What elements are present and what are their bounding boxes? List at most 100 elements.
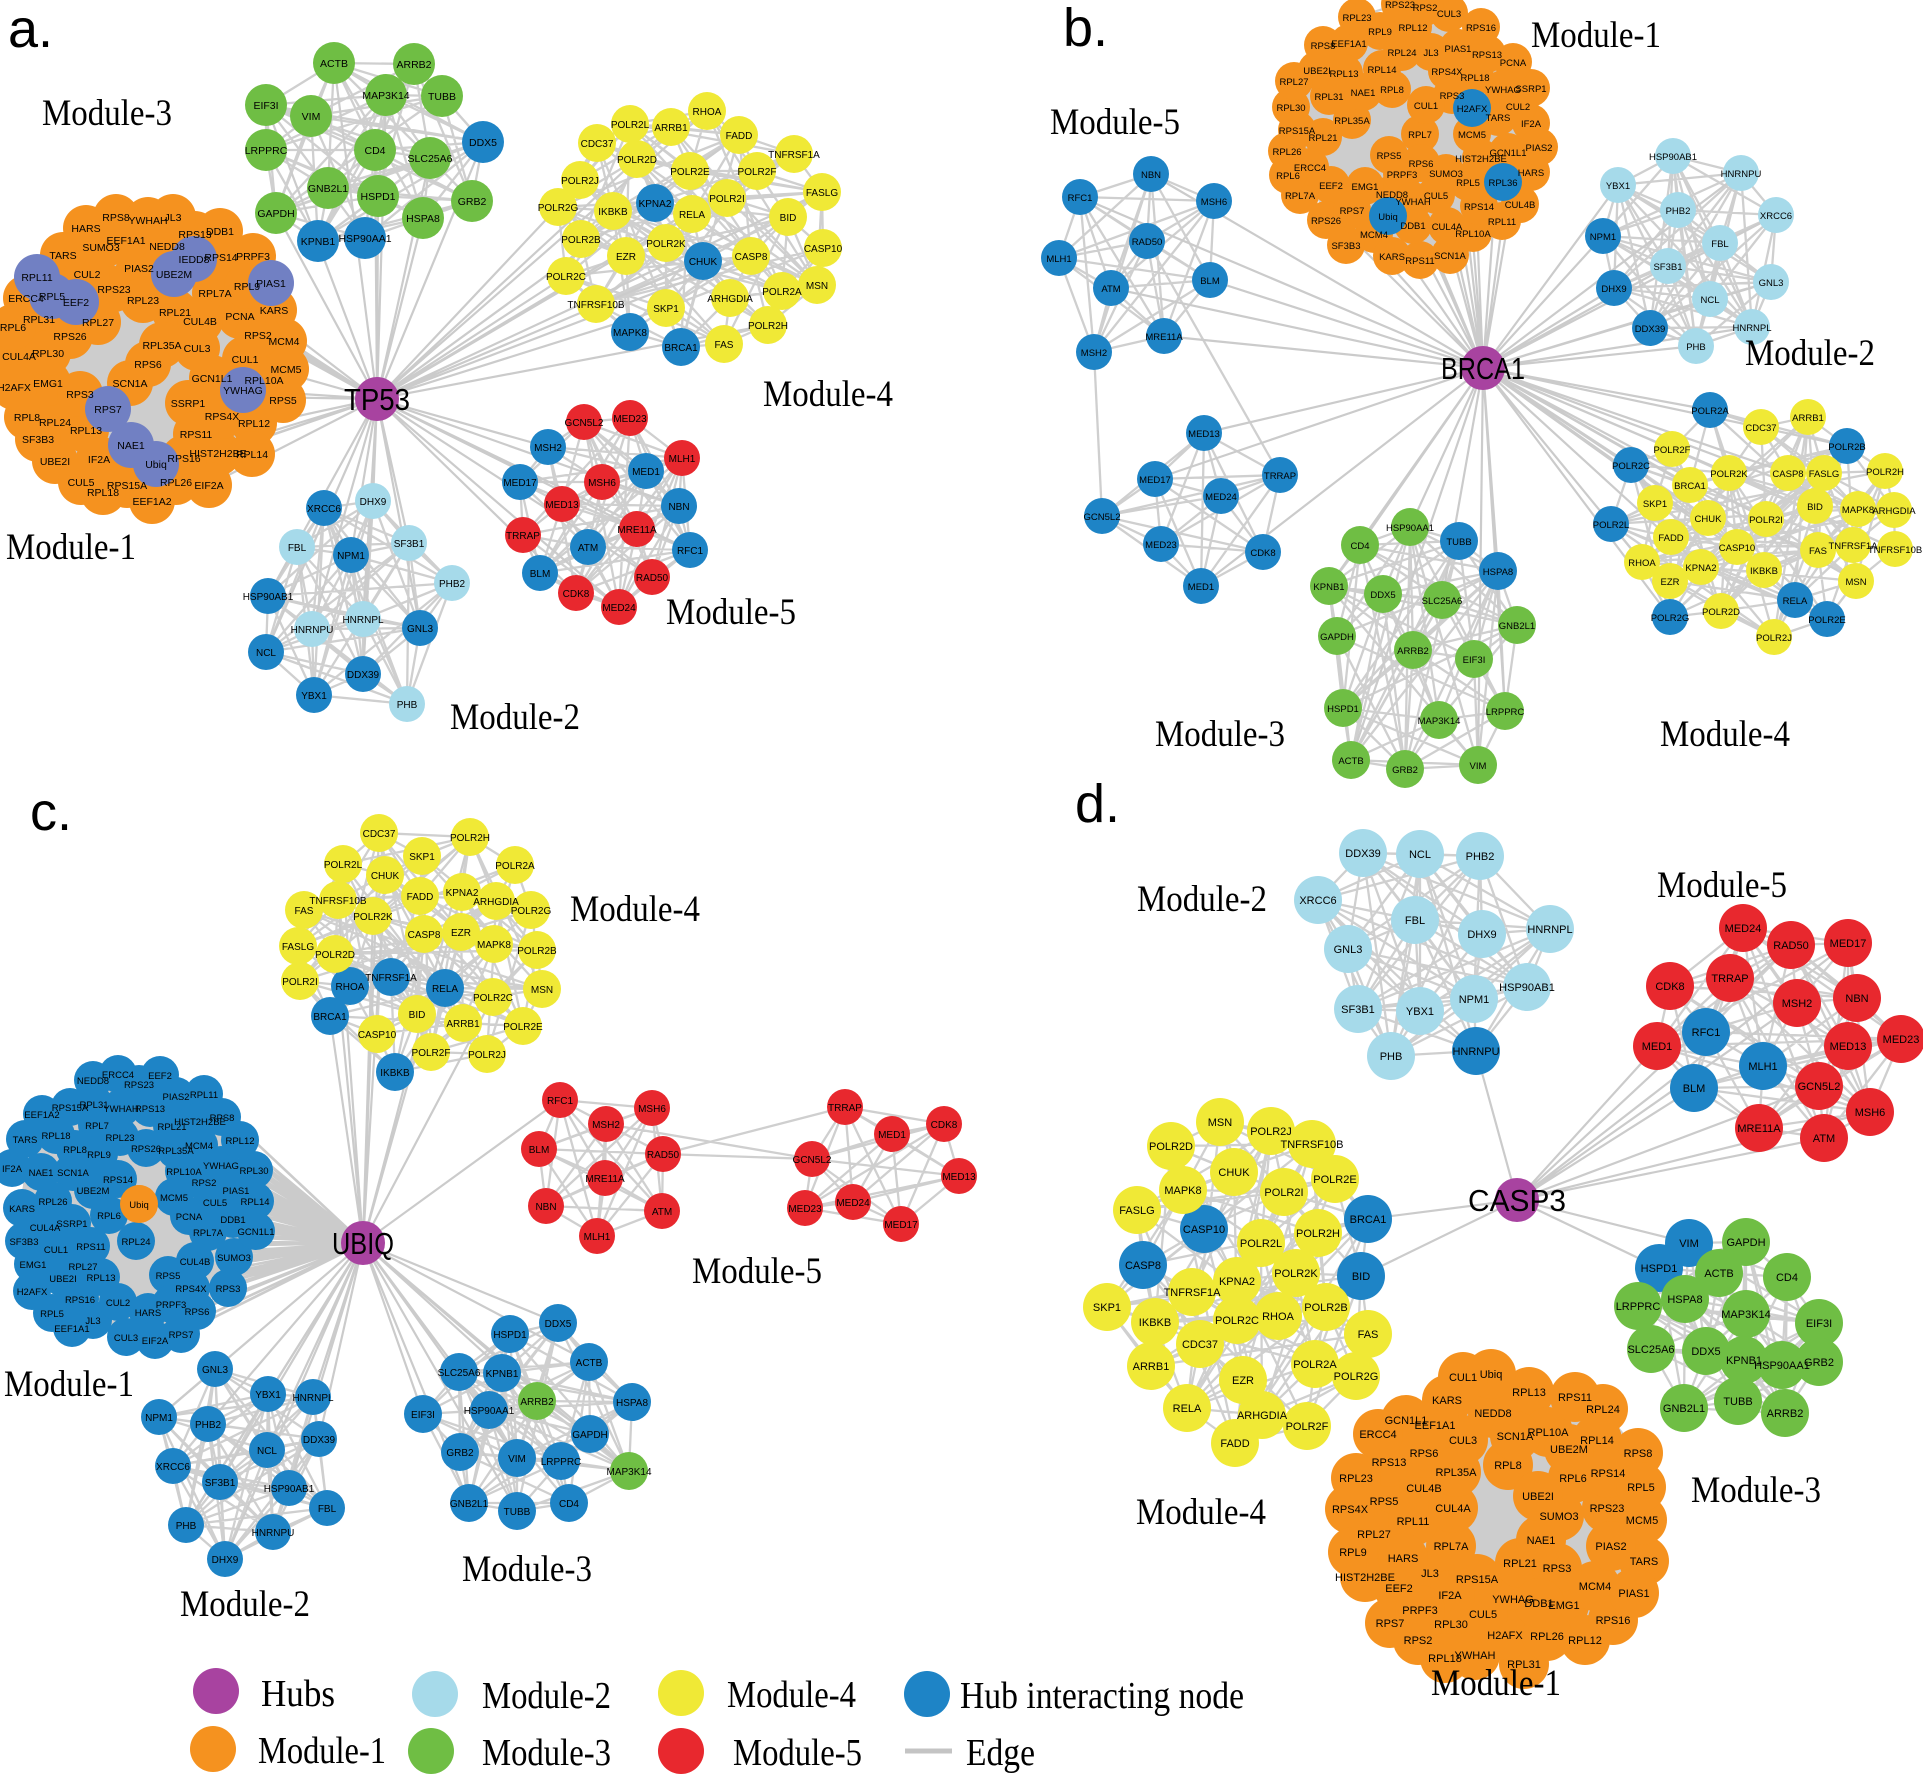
svg-text:CASP10: CASP10 xyxy=(358,1030,397,1041)
svg-text:RPL7A: RPL7A xyxy=(198,288,231,300)
svg-text:SUMO3: SUMO3 xyxy=(217,1253,251,1264)
svg-text:CUL1: CUL1 xyxy=(1414,101,1438,112)
svg-text:Module-1: Module-1 xyxy=(4,1364,134,1405)
svg-text:EEF2: EEF2 xyxy=(1385,1583,1413,1595)
svg-text:RPL24: RPL24 xyxy=(121,1237,150,1248)
svg-text:DDX5: DDX5 xyxy=(545,1319,572,1330)
svg-text:BID: BID xyxy=(409,1010,426,1021)
svg-text:RPS23: RPS23 xyxy=(97,284,130,296)
svg-text:GNB2L1: GNB2L1 xyxy=(1499,621,1535,632)
svg-text:DHX9: DHX9 xyxy=(1601,284,1626,295)
svg-text:HSPD1: HSPD1 xyxy=(360,191,395,203)
svg-text:TARS: TARS xyxy=(13,1135,38,1146)
svg-text:CDC37: CDC37 xyxy=(1182,1339,1218,1351)
svg-text:POLR2H: POLR2H xyxy=(1866,467,1904,478)
svg-text:DDB1: DDB1 xyxy=(220,1215,245,1226)
svg-text:RPL18: RPL18 xyxy=(1428,1653,1462,1665)
svg-text:RELA: RELA xyxy=(1173,1403,1202,1415)
svg-text:RPS15A: RPS15A xyxy=(107,480,147,492)
svg-text:HSPA8: HSPA8 xyxy=(406,213,440,225)
svg-text:POLR2B: POLR2B xyxy=(517,946,557,957)
svg-text:NPM1: NPM1 xyxy=(1590,232,1616,243)
svg-text:RPL10A: RPL10A xyxy=(1528,1427,1570,1439)
svg-text:POLR2D: POLR2D xyxy=(315,950,355,961)
svg-text:GNB2L1: GNB2L1 xyxy=(308,183,348,195)
svg-text:RPS16: RPS16 xyxy=(1466,23,1496,34)
svg-text:LRPPRC: LRPPRC xyxy=(541,1457,582,1468)
svg-text:MAP3K14: MAP3K14 xyxy=(606,1467,651,1478)
svg-text:LRPPRC: LRPPRC xyxy=(245,145,288,157)
svg-text:DDX5: DDX5 xyxy=(469,137,497,149)
svg-text:RPL27: RPL27 xyxy=(1357,1529,1391,1541)
svg-text:GCN5L2: GCN5L2 xyxy=(1798,1081,1841,1093)
svg-text:SCN1A: SCN1A xyxy=(1434,251,1466,262)
svg-text:RPL18: RPL18 xyxy=(87,487,119,499)
svg-text:RPS2: RPS2 xyxy=(244,330,272,342)
svg-text:SUMO3: SUMO3 xyxy=(1429,169,1463,180)
svg-text:NBN: NBN xyxy=(1141,170,1161,181)
svg-text:CUL3: CUL3 xyxy=(1449,1435,1477,1447)
svg-text:KPNA2: KPNA2 xyxy=(1685,563,1716,574)
svg-text:CHUK: CHUK xyxy=(689,257,718,268)
svg-text:RPS15A: RPS15A xyxy=(52,1103,89,1114)
svg-text:RPS3: RPS3 xyxy=(1440,91,1465,102)
svg-text:Module-5: Module-5 xyxy=(733,1732,862,1774)
svg-text:CUL1: CUL1 xyxy=(232,354,259,366)
svg-text:CDC37: CDC37 xyxy=(581,139,614,150)
svg-text:RPL27: RPL27 xyxy=(82,317,114,329)
svg-text:VIM: VIM xyxy=(302,111,321,123)
svg-text:UBE2I: UBE2I xyxy=(1522,1491,1554,1503)
svg-text:PHB: PHB xyxy=(397,700,418,711)
svg-text:RPL24: RPL24 xyxy=(39,417,71,429)
svg-text:Module-2: Module-2 xyxy=(482,1675,611,1717)
svg-text:Module-3: Module-3 xyxy=(1691,1470,1821,1511)
svg-text:TP53: TP53 xyxy=(344,382,410,417)
svg-text:JL3: JL3 xyxy=(165,212,182,224)
svg-text:RPS6: RPS6 xyxy=(1410,1448,1439,1460)
svg-text:DDX5: DDX5 xyxy=(1691,1346,1720,1358)
svg-text:MAP3K14: MAP3K14 xyxy=(1721,1309,1771,1321)
svg-text:POLR2J: POLR2J xyxy=(468,1050,506,1061)
svg-text:FAS: FAS xyxy=(295,906,314,917)
svg-text:RPS23: RPS23 xyxy=(1385,0,1415,11)
svg-text:RAD50: RAD50 xyxy=(636,573,669,584)
svg-text:Module-4: Module-4 xyxy=(763,374,893,415)
svg-text:KARS: KARS xyxy=(1432,1395,1462,1407)
svg-text:RPS15A: RPS15A xyxy=(1456,1574,1499,1586)
svg-text:MAP3K14: MAP3K14 xyxy=(362,90,409,102)
svg-text:FADD: FADD xyxy=(726,131,753,142)
svg-text:KPNB1: KPNB1 xyxy=(1726,1355,1762,1367)
svg-text:POLR2C: POLR2C xyxy=(546,272,586,283)
svg-text:MSN: MSN xyxy=(1208,1117,1233,1129)
svg-text:KPNB1: KPNB1 xyxy=(1313,582,1344,593)
svg-text:NEDD8: NEDD8 xyxy=(149,241,185,253)
svg-text:RPL14: RPL14 xyxy=(1580,1435,1614,1447)
svg-text:SF3B3: SF3B3 xyxy=(22,434,54,446)
svg-text:MAPK8: MAPK8 xyxy=(1842,505,1874,516)
svg-text:SF3B1: SF3B1 xyxy=(394,539,425,550)
svg-text:FADD: FADD xyxy=(1220,1438,1249,1450)
svg-text:CASP8: CASP8 xyxy=(408,930,441,941)
svg-text:GNB2L1: GNB2L1 xyxy=(1663,1403,1705,1415)
svg-text:SCN1A: SCN1A xyxy=(1497,1431,1534,1443)
svg-text:RPL14: RPL14 xyxy=(236,449,268,461)
svg-text:RPL23: RPL23 xyxy=(1339,1473,1373,1485)
svg-text:RAD50: RAD50 xyxy=(647,1150,680,1161)
svg-text:CUL4B: CUL4B xyxy=(180,1257,211,1268)
svg-text:HIST2H2BE: HIST2H2BE xyxy=(1335,1572,1395,1584)
svg-text:TNFRSF1A: TNFRSF1A xyxy=(768,150,820,161)
svg-text:POLR2H: POLR2H xyxy=(450,833,490,844)
svg-text:RELA: RELA xyxy=(432,984,458,995)
svg-text:Module-1: Module-1 xyxy=(6,527,136,568)
svg-text:ARHGDIA: ARHGDIA xyxy=(1872,506,1916,517)
svg-text:NEDD8: NEDD8 xyxy=(1376,190,1408,201)
svg-text:MCM4: MCM4 xyxy=(1579,1581,1611,1593)
svg-text:MSH6: MSH6 xyxy=(638,1104,666,1115)
svg-text:PIAS2: PIAS2 xyxy=(163,1092,190,1103)
svg-text:HSP90AB1: HSP90AB1 xyxy=(243,592,294,603)
svg-text:CUL5: CUL5 xyxy=(1469,1609,1497,1621)
svg-text:RPS5: RPS5 xyxy=(269,395,297,407)
svg-text:RAD50: RAD50 xyxy=(1773,940,1808,952)
svg-text:NAE1: NAE1 xyxy=(1527,1535,1556,1547)
svg-text:MED1: MED1 xyxy=(878,1130,906,1141)
